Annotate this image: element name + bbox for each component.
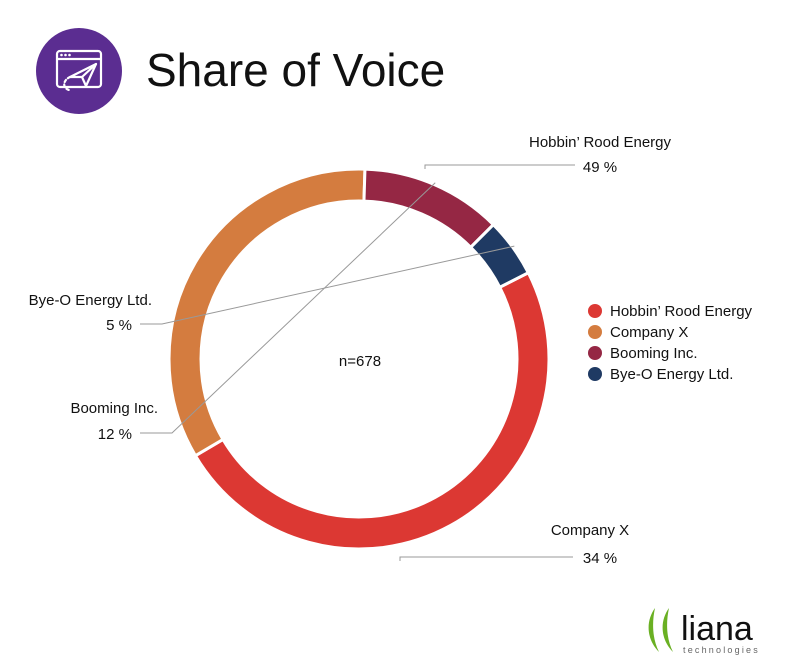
legend-swatch [588,346,602,360]
callout-line [140,245,515,325]
pie-slice-0 [193,270,551,551]
logo-mark [662,608,673,652]
slice-name-label: Booming Inc. [70,400,158,417]
icon-background [36,28,122,114]
callout-line [424,164,575,169]
logo-wordmark: liana [681,610,753,648]
slice-name-label: Hobbin’ Rood Energy [529,134,672,151]
legend-item-label: Hobbin’ Rood Energy [610,303,753,320]
legend-item-label: Bye-O Energy Ltd. [610,366,733,383]
slice-value-label: 49 % [583,159,617,176]
slice-value-label: 5 % [106,317,132,334]
logo-tagline: technologies [683,645,760,655]
slice-value-label: 12 % [98,426,132,443]
legend-item-label: Company X [610,324,688,341]
slice-name-label: Company X [551,522,629,539]
liana-technologies-logo: liana technologies [648,608,760,655]
legend-item-label: Booming Inc. [610,345,698,362]
paper-plane-browser-icon [36,28,122,114]
legend-swatch [588,304,602,318]
legend-swatch [588,367,602,381]
slice-name-label: Bye-O Energy Ltd. [29,292,152,309]
pie-slice-1 [167,167,367,458]
pie-slice-3 [468,222,531,290]
pie-slice-2 [362,167,496,250]
legend-swatch [588,325,602,339]
callout-line [399,556,573,561]
page-title: Share of Voice [146,44,446,96]
callout-line [140,182,436,434]
logo-mark [648,608,659,652]
donut-center-label: n=678 [339,353,381,370]
slice-value-label: 34 % [583,550,617,567]
